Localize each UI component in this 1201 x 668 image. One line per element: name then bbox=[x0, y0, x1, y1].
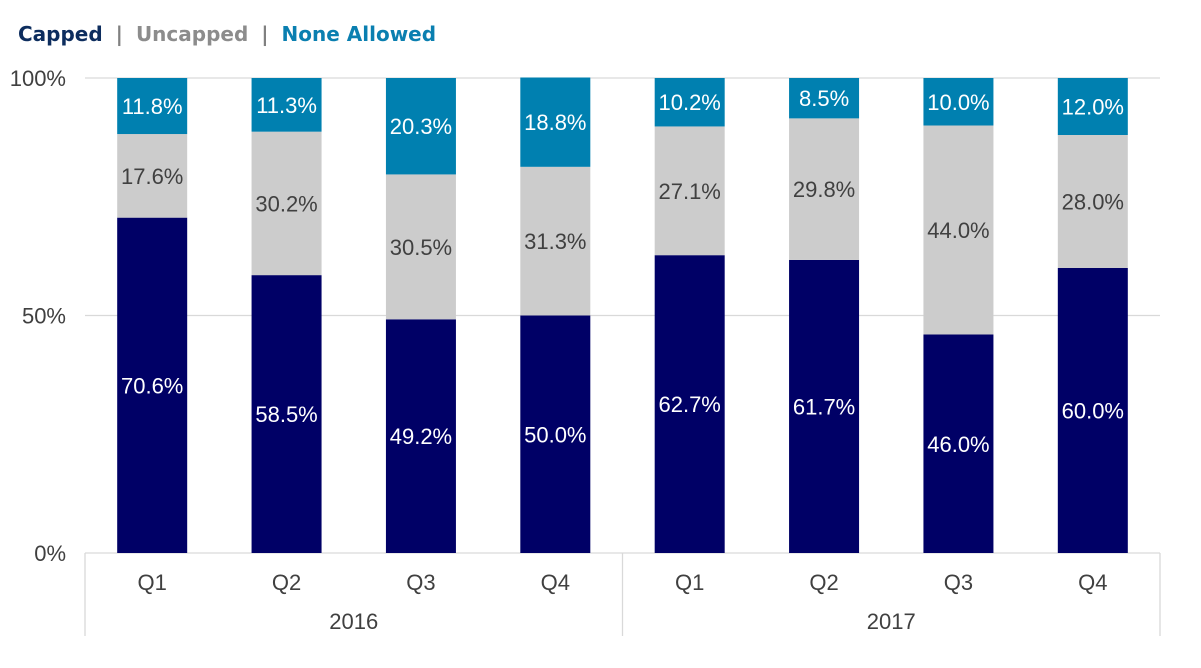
data-label-uncapped: 17.6% bbox=[121, 164, 183, 189]
bar-capped bbox=[117, 217, 188, 553]
bar-none-allowed bbox=[385, 78, 456, 175]
data-label-capped: 50.0% bbox=[524, 422, 586, 447]
data-label-none-allowed: 20.3% bbox=[390, 114, 452, 139]
x-group-label: 2016 bbox=[329, 609, 378, 634]
bar-none-allowed bbox=[1057, 78, 1128, 135]
bar-none-allowed bbox=[654, 78, 725, 127]
legend-uncapped: Uncapped bbox=[135, 22, 249, 46]
data-label-uncapped: 44.0% bbox=[927, 218, 989, 243]
bar-uncapped bbox=[520, 166, 591, 316]
legend-separator: | bbox=[115, 22, 123, 46]
legend-none-allowed: None Allowed bbox=[281, 22, 437, 46]
bar-uncapped bbox=[251, 131, 322, 276]
data-label-uncapped: 31.3% bbox=[524, 229, 586, 254]
data-label-capped: 61.7% bbox=[793, 394, 855, 419]
x-tick-label: Q3 bbox=[944, 570, 973, 595]
bar-uncapped bbox=[789, 118, 860, 260]
legend: Capped | Uncapped | None Allowed bbox=[18, 22, 436, 46]
data-label-none-allowed: 11.3% bbox=[256, 93, 317, 118]
data-label-capped: 58.5% bbox=[255, 402, 317, 427]
bar-capped bbox=[520, 315, 591, 553]
data-label-capped: 60.0% bbox=[1062, 399, 1124, 424]
bar-uncapped bbox=[1057, 135, 1128, 268]
bar-none-allowed bbox=[251, 78, 322, 132]
bar-uncapped bbox=[117, 134, 188, 218]
y-tick-label: 100% bbox=[10, 66, 66, 91]
data-label-uncapped: 27.1% bbox=[658, 179, 720, 204]
x-tick-label: Q4 bbox=[541, 570, 570, 595]
data-label-none-allowed: 12.0% bbox=[1062, 95, 1124, 120]
y-tick-label: 50% bbox=[22, 304, 66, 329]
data-label-capped: 49.2% bbox=[390, 424, 452, 449]
bar-capped bbox=[923, 334, 994, 553]
bar-uncapped bbox=[385, 174, 456, 320]
legend-capped: Capped bbox=[18, 22, 103, 46]
x-tick-label: Q3 bbox=[406, 570, 435, 595]
data-label-none-allowed: 18.8% bbox=[524, 110, 586, 135]
data-label-uncapped: 29.8% bbox=[793, 177, 855, 202]
data-label-uncapped: 30.5% bbox=[390, 235, 452, 260]
data-label-capped: 46.0% bbox=[927, 432, 989, 457]
bar-capped bbox=[385, 319, 456, 553]
x-tick-label: Q2 bbox=[809, 570, 838, 595]
x-tick-label: Q4 bbox=[1078, 570, 1107, 595]
x-group-label: 2017 bbox=[867, 609, 916, 634]
bar-capped bbox=[789, 259, 860, 553]
data-label-none-allowed: 8.5% bbox=[799, 86, 849, 111]
bar-none-allowed bbox=[117, 78, 188, 135]
bar-none-allowed bbox=[789, 78, 860, 119]
bar-capped bbox=[1057, 268, 1128, 553]
bar-capped bbox=[251, 275, 322, 553]
data-label-uncapped: 30.2% bbox=[255, 191, 317, 216]
x-tick-label: Q2 bbox=[272, 570, 301, 595]
data-label-capped: 62.7% bbox=[658, 392, 720, 417]
legend-separator: | bbox=[261, 22, 269, 46]
y-tick-label: 0% bbox=[34, 541, 66, 566]
x-tick-label: Q1 bbox=[675, 570, 704, 595]
bar-uncapped bbox=[654, 126, 725, 256]
bar-none-allowed bbox=[923, 78, 994, 126]
data-label-none-allowed: 10.0% bbox=[927, 90, 989, 115]
data-label-none-allowed: 11.8% bbox=[122, 94, 183, 119]
data-label-uncapped: 28.0% bbox=[1062, 190, 1124, 215]
bar-none-allowed bbox=[520, 77, 591, 167]
data-label-capped: 70.6% bbox=[121, 373, 183, 398]
x-tick-label: Q1 bbox=[138, 570, 167, 595]
bar-capped bbox=[654, 255, 725, 554]
data-label-none-allowed: 10.2% bbox=[658, 90, 720, 115]
bar-uncapped bbox=[923, 125, 994, 335]
